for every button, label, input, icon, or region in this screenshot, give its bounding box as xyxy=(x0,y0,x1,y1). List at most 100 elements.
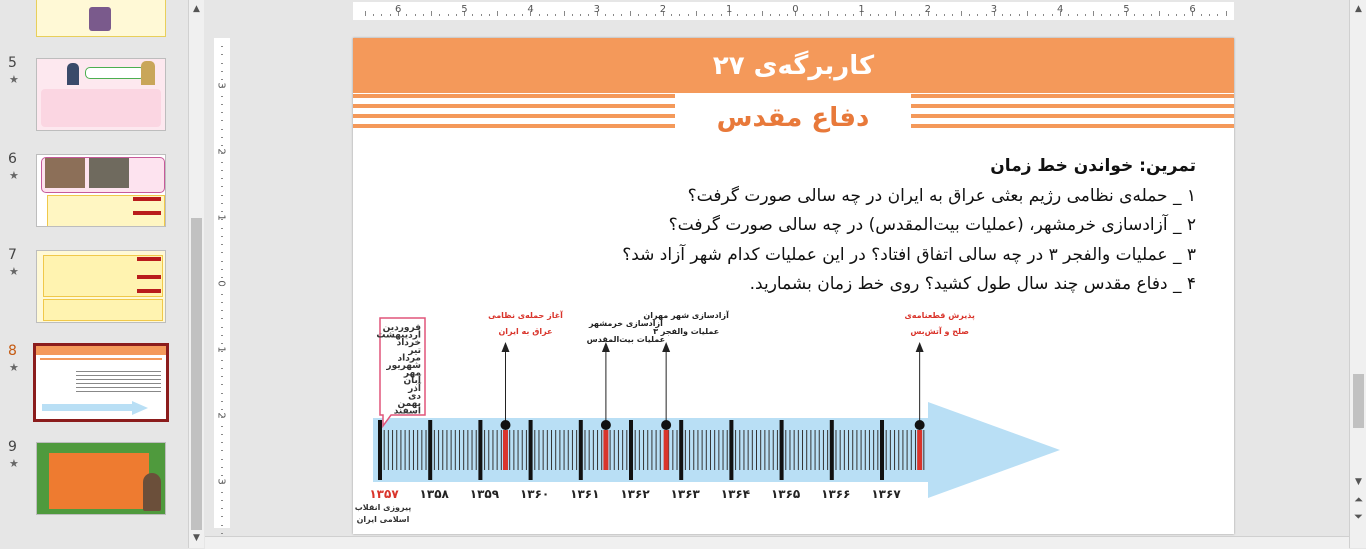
slide-thumbnail-9[interactable] xyxy=(36,442,166,515)
ruler-tick xyxy=(588,14,590,16)
year-marker xyxy=(528,420,533,480)
ruler-tick xyxy=(221,367,223,369)
ruler-tick xyxy=(695,11,697,16)
ruler-tick xyxy=(720,14,722,16)
ruler-tick xyxy=(1018,14,1020,16)
year-label: ۱۳۶۷ xyxy=(871,487,901,501)
slide-thumbnail-8-selected[interactable] xyxy=(33,343,169,422)
ruler-tick xyxy=(221,326,223,328)
ruler-tick xyxy=(1101,14,1103,16)
thumbnail-bubble xyxy=(85,67,145,79)
decorative-stripes-right xyxy=(911,94,1234,134)
ruler-tick xyxy=(1151,14,1153,16)
year-caption: پیروزی انقلاب xyxy=(355,503,412,512)
scrollbar-thumb[interactable] xyxy=(1353,374,1364,428)
ruler-tick xyxy=(221,95,223,97)
ruler-tick xyxy=(221,409,223,410)
ruler-tick xyxy=(1126,11,1128,16)
event-dot xyxy=(914,420,925,430)
event-red-marker xyxy=(503,430,508,470)
ruler-label: 2 xyxy=(659,4,667,15)
slide-canvas[interactable]: کاربرگه‌ی ۲۷ دفاع مقدس تمرین: خواندن خط … xyxy=(353,38,1234,534)
ruler-tick xyxy=(221,508,223,509)
ruler-tick xyxy=(364,11,366,16)
event-dot xyxy=(500,420,511,430)
thumbnail-star-icon: ★ xyxy=(9,73,19,86)
month-label: مرداد xyxy=(398,353,422,363)
event-dot xyxy=(661,420,672,430)
slide-thumbnail-5[interactable] xyxy=(36,58,166,131)
ruler-label: 4 xyxy=(527,4,534,15)
event-label: آزادسازی خرمشهر xyxy=(588,318,663,328)
ruler-tick xyxy=(604,14,606,16)
ruler-tick xyxy=(1208,14,1210,16)
ruler-tick xyxy=(221,136,223,138)
ruler-tick xyxy=(729,11,730,16)
ruler-tick xyxy=(221,285,223,287)
ruler-tick xyxy=(221,103,223,105)
ruler-tick xyxy=(1159,11,1161,16)
event-label: عراق به ایران xyxy=(498,327,552,336)
event-arrowhead xyxy=(662,342,671,352)
year-label: ۱۳۶۶ xyxy=(821,487,850,501)
next-slide-icon[interactable]: ⏷ xyxy=(1354,510,1363,523)
event-label: آغاز حمله‌ی نظامی xyxy=(488,310,563,320)
ruler-tick xyxy=(1134,14,1136,16)
ruler-label: 3 xyxy=(990,4,998,15)
event-arrowhead xyxy=(915,342,924,352)
ruler-tick xyxy=(1026,11,1028,16)
slide-thumbnail-6[interactable] xyxy=(36,154,166,227)
scroll-down-arrow-icon[interactable]: ▼ xyxy=(1355,477,1362,487)
thumbnail-star-icon: ★ xyxy=(9,265,19,278)
ruler-tick xyxy=(844,14,846,16)
slide-thumbnail-7[interactable] xyxy=(36,250,166,323)
thumbnail-number-7: 7 xyxy=(8,247,17,263)
ruler-tick xyxy=(221,178,223,179)
event-label: صلح و آتش‌بس xyxy=(910,326,969,337)
year-label: ۱۳۶۴ xyxy=(721,487,750,501)
ruler-tick xyxy=(1109,14,1111,16)
ruler-tick xyxy=(737,14,739,16)
year-marker xyxy=(378,420,382,480)
ruler-tick xyxy=(1051,14,1053,16)
thumbnail-arrow-head xyxy=(132,401,148,415)
horizontal-ruler: 6 5 4 3 2 1 0 1 2 3 4 5 6 xyxy=(353,2,1234,20)
month-label: فروردین xyxy=(383,323,421,333)
ruler-tick xyxy=(935,14,937,16)
ruler-tick xyxy=(221,186,223,188)
ruler-tick xyxy=(221,499,223,501)
horizontal-scrollbar[interactable] xyxy=(205,536,1349,549)
scroll-up-arrow-icon[interactable]: ▲ xyxy=(1355,4,1362,14)
exercise-text-box[interactable]: تمرین: خواندن خط زمان ۱ _ حمله‌ی نظامی ر… xyxy=(596,152,1196,300)
ruler-tick xyxy=(431,11,433,16)
ruler-tick xyxy=(571,14,573,16)
ruler-label: 2 xyxy=(924,4,931,15)
scroll-up-arrow-icon[interactable]: ▲ xyxy=(193,4,200,14)
ruler-tick xyxy=(861,11,863,16)
ruler-tick xyxy=(221,343,223,344)
scroll-down-arrow-icon[interactable]: ▼ xyxy=(193,533,200,543)
slide-title[interactable]: کاربرگه‌ی ۲۷ xyxy=(712,50,875,81)
slide-thumbnail-4[interactable] xyxy=(36,0,166,37)
slide-vertical-scrollbar[interactable]: ▲ ▼ ⏶ ⏷ xyxy=(1349,0,1366,548)
thumbnail-text-lines xyxy=(76,368,161,392)
ruler-tick xyxy=(786,14,788,16)
month-label: آبان xyxy=(403,374,421,386)
year-marker xyxy=(629,420,633,480)
timeline-graphic[interactable]: ۱۳۵۷ ۱۳۵۸ ۱۳۵۹ ۱۳۶۰ ۱۳۶۱ ۱۳۶۲ ۱۳۶۳ ۱۳۶۴ ۱۳۶۵ ۱۳۶۶… xyxy=(353,38,1234,534)
ruler-tick xyxy=(927,11,929,16)
event-dot xyxy=(600,420,611,430)
scrollbar-thumb[interactable] xyxy=(191,218,202,530)
thumbnail-number-5: 5 xyxy=(8,55,17,71)
ruler-tick xyxy=(671,14,673,16)
exercise-title: تمرین: خواندن خط زمان xyxy=(990,156,1196,176)
ruler-label: 1 xyxy=(858,4,865,15)
ruler-tick xyxy=(505,14,507,16)
ruler-tick xyxy=(836,14,838,16)
slide-subtitle[interactable]: دفاع مقدس xyxy=(716,103,870,133)
previous-slide-icon[interactable]: ⏶ xyxy=(1354,493,1363,506)
thumbnail-photo xyxy=(89,158,129,188)
thumbnails-scrollbar[interactable]: ▲ ▼ xyxy=(188,0,204,548)
ruler-tick xyxy=(977,14,979,16)
thumbnail-tag xyxy=(137,257,161,261)
